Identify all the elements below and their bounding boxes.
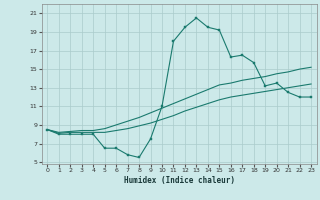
X-axis label: Humidex (Indice chaleur): Humidex (Indice chaleur) <box>124 176 235 185</box>
